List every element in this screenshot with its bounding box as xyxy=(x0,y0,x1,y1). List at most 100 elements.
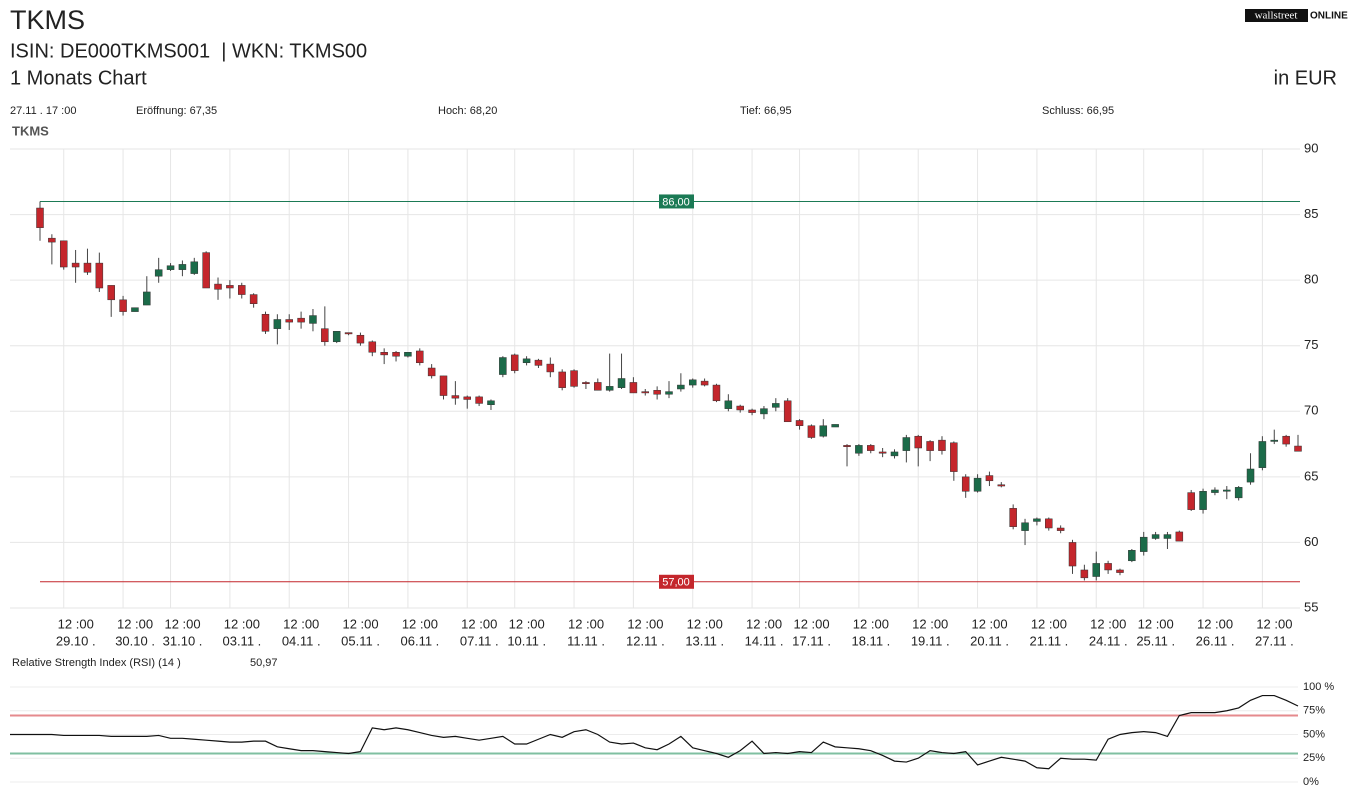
candle-body xyxy=(36,207,44,228)
candle-body xyxy=(154,269,163,277)
candle-body xyxy=(973,477,982,492)
candle-body xyxy=(178,264,187,270)
candle-body xyxy=(890,451,899,457)
candle-body xyxy=(867,445,875,451)
x-tick-time: 12 :00 xyxy=(1031,616,1067,631)
y-tick-label: 80 xyxy=(1304,272,1318,287)
candle-body xyxy=(1163,534,1172,539)
y-tick-label: 70 xyxy=(1304,403,1318,418)
candle-body xyxy=(119,299,127,312)
candle-body xyxy=(261,313,270,332)
candle-body xyxy=(451,395,460,399)
candle-body xyxy=(344,332,353,335)
x-tick-time: 12 :00 xyxy=(402,616,438,631)
level-tag xyxy=(659,574,694,589)
candle-body xyxy=(914,435,922,449)
candle-body xyxy=(1116,569,1124,573)
candle-body xyxy=(166,265,175,270)
candle-body xyxy=(1033,518,1041,522)
candle-body xyxy=(843,445,851,447)
x-tick-label: 05.11 . xyxy=(341,633,380,648)
candle-body xyxy=(83,262,92,273)
x-tick-time: 12 :00 xyxy=(224,616,260,631)
candle-body xyxy=(1187,492,1195,510)
candle-body xyxy=(356,334,365,344)
x-tick-time: 12 :00 xyxy=(509,616,545,631)
x-tick-time: 12 :00 xyxy=(568,616,604,631)
candle-body xyxy=(1282,435,1290,445)
candle-body xyxy=(297,317,305,323)
candle-body xyxy=(712,384,721,402)
candle-body xyxy=(463,396,471,400)
candle-body xyxy=(855,445,863,454)
candle-body xyxy=(819,425,828,437)
stock-ids: ISIN: DE000TKMS001 | WKN: TKMS00 xyxy=(10,40,367,62)
y-tick-label: 90 xyxy=(1304,140,1318,155)
candle-body xyxy=(1021,522,1029,531)
candle-body xyxy=(1175,531,1184,542)
candle-body xyxy=(688,379,697,386)
candle-body xyxy=(1151,534,1160,539)
candle-body xyxy=(475,396,483,404)
info-close: Schluss: 66,95 xyxy=(1042,105,1114,117)
candle-body xyxy=(487,400,495,405)
stock-title: TKMS xyxy=(10,5,85,35)
y-tick-label: 55 xyxy=(1304,599,1318,614)
candle-body xyxy=(143,291,151,306)
candle-body xyxy=(1223,489,1231,492)
y-tick-label: 50% xyxy=(1303,728,1325,740)
x-tick-time: 12 :00 xyxy=(1256,616,1292,631)
logo-box xyxy=(1245,9,1308,22)
candle-body xyxy=(273,319,282,329)
candle-body xyxy=(1211,489,1219,493)
candle-body xyxy=(71,262,80,268)
x-tick-label: 29.10 . xyxy=(56,633,96,648)
y-tick-label: 75% xyxy=(1303,705,1325,717)
candle-body xyxy=(522,358,531,364)
candle-body xyxy=(439,375,448,396)
candle-body xyxy=(938,439,946,451)
x-tick-label: 13.11 . xyxy=(685,633,724,648)
candle-body xyxy=(831,424,839,428)
candle-body xyxy=(748,409,756,413)
candle-body xyxy=(95,262,104,289)
candle-body xyxy=(783,400,792,423)
x-tick-label: 19.11 . xyxy=(911,633,950,648)
candle-body xyxy=(997,484,1006,487)
x-tick-label: 07.11 . xyxy=(460,633,499,648)
candle-body xyxy=(1246,468,1255,483)
candle-body xyxy=(594,382,602,391)
candle-body xyxy=(1068,542,1077,567)
candle-body xyxy=(238,285,246,295)
candle-body xyxy=(1104,563,1112,571)
candle-body xyxy=(309,315,317,324)
candle-body xyxy=(641,391,650,394)
candle-body xyxy=(332,331,341,343)
candle-body xyxy=(985,475,994,482)
x-tick-label: 10.11 . xyxy=(507,633,546,648)
candle-body xyxy=(380,352,388,356)
candle-body xyxy=(1056,527,1065,531)
x-tick-label: 27.11 . xyxy=(1255,633,1294,648)
info-low: Tief: 66,95 xyxy=(740,105,792,117)
candle-body xyxy=(570,370,578,387)
candle-body xyxy=(392,352,400,357)
y-tick-label: 100 % xyxy=(1303,681,1334,693)
x-tick-time: 12 :00 xyxy=(687,616,723,631)
rsi-line xyxy=(10,694,1299,770)
candle-body xyxy=(499,357,507,375)
level-label: 57,00 xyxy=(662,577,690,589)
y-tick-label: 25% xyxy=(1303,752,1325,764)
x-tick-label: 21.11 . xyxy=(1030,633,1069,648)
level-label: 86,00 xyxy=(662,196,690,208)
x-tick-time: 12 :00 xyxy=(283,616,319,631)
candle-body xyxy=(665,391,673,395)
candle-body xyxy=(202,252,210,289)
x-tick-label: 26.11 . xyxy=(1196,633,1235,648)
candle-body xyxy=(807,425,816,438)
candle-body xyxy=(546,363,555,373)
y-tick-label: 60 xyxy=(1304,534,1318,549)
x-tick-time: 12 :00 xyxy=(746,616,782,631)
